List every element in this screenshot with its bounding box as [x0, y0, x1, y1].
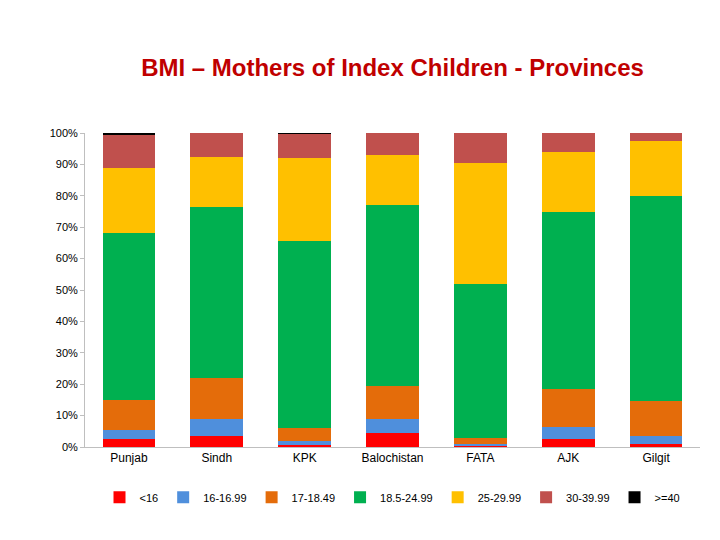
svg-text:40%: 40% [56, 315, 78, 327]
svg-text:30%: 30% [56, 347, 78, 359]
svg-text:KPK: KPK [293, 451, 317, 465]
svg-text:AJK: AJK [557, 451, 579, 465]
svg-text:70%: 70% [56, 221, 78, 233]
svg-text:FATA: FATA [466, 451, 494, 465]
svg-text:Balochistan: Balochistan [361, 451, 423, 465]
svg-text:90%: 90% [56, 158, 78, 170]
svg-text:80%: 80% [56, 190, 78, 202]
svg-text:Gilgit: Gilgit [642, 451, 670, 465]
svg-text:16-16.99: 16-16.99 [203, 492, 246, 504]
svg-text:50%: 50% [56, 284, 78, 296]
svg-text:Punjab: Punjab [110, 451, 148, 465]
svg-text:10%: 10% [56, 409, 78, 421]
svg-text:Sindh: Sindh [201, 451, 232, 465]
svg-text:18.5-24.99: 18.5-24.99 [380, 492, 433, 504]
svg-text:17-18.49: 17-18.49 [292, 492, 335, 504]
svg-text:>=40: >=40 [655, 492, 680, 504]
svg-text:60%: 60% [56, 252, 78, 264]
svg-text:25-29.99: 25-29.99 [478, 492, 521, 504]
svg-text:BMI – Mothers of Index Childre: BMI – Mothers of Index Children - Provin… [141, 54, 644, 81]
svg-text:100%: 100% [50, 127, 78, 139]
svg-text:30-39.99: 30-39.99 [566, 492, 609, 504]
svg-text:<16: <16 [140, 492, 159, 504]
svg-text:0%: 0% [62, 441, 78, 453]
svg-text:20%: 20% [56, 378, 78, 390]
